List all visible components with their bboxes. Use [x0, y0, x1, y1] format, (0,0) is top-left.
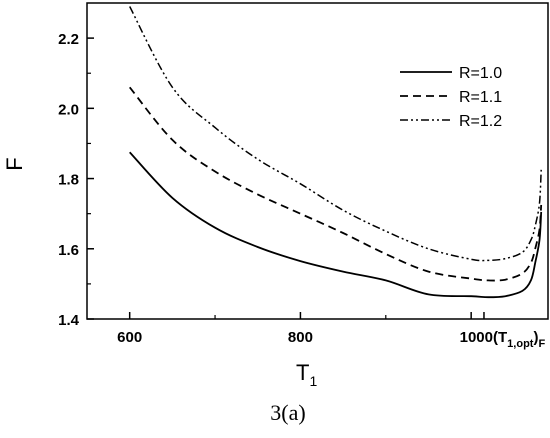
- y-tick-label: 1.6: [58, 242, 79, 259]
- x-tick-label: 600: [117, 329, 142, 346]
- series-line-3: [129, 6, 542, 262]
- y-axis-label: F: [2, 157, 27, 170]
- x-tick-label: 800: [288, 329, 313, 346]
- x-tick-label: 1000: [460, 329, 493, 346]
- y-tick-label: 2.2: [58, 31, 79, 48]
- ticks-layer: 600 800 1000 1.4 1.6 1.8 2.0 2.2: [58, 31, 493, 346]
- series-line-1: [129, 151, 543, 299]
- optimal-t1-annotation: (T1,opt)F: [493, 329, 545, 350]
- legend: R=1.0 R=1.1 R=1.2: [400, 65, 502, 130]
- x-axis-label: T1: [296, 360, 317, 389]
- y-tick-label: 1.8: [58, 172, 79, 189]
- series-layer: [129, 6, 543, 299]
- series-line-2: [129, 86, 543, 282]
- legend-label-r10: R=1.0: [459, 65, 502, 82]
- y-tick-label: 1.4: [58, 312, 80, 329]
- y-tick-label: 2.0: [58, 101, 79, 118]
- figure-caption: 3(a): [270, 400, 305, 425]
- legend-label-r11: R=1.1: [459, 89, 502, 106]
- legend-label-r12: R=1.2: [459, 113, 502, 130]
- plot-frame: [86, 2, 549, 320]
